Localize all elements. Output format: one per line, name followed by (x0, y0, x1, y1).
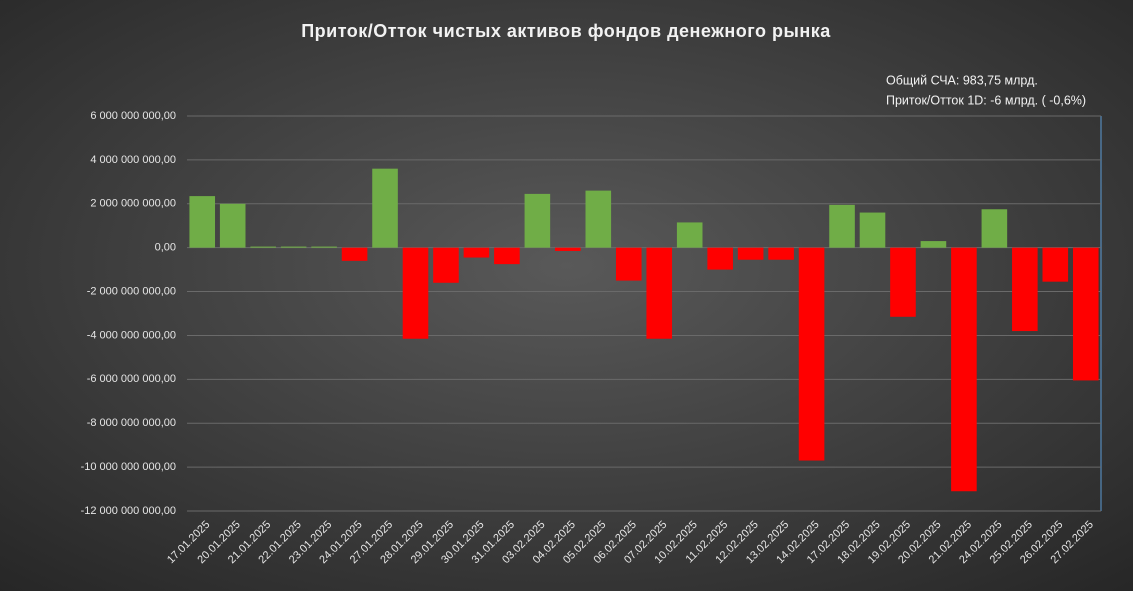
bar (555, 247, 581, 251)
bar (219, 203, 246, 248)
bar (676, 222, 703, 248)
bar (829, 204, 855, 248)
bar (311, 246, 337, 248)
bar (189, 196, 216, 248)
bar (859, 212, 886, 248)
y-tick-label: -8 000 000 000,00 (87, 417, 176, 429)
y-tick-label: 0,00 (155, 242, 176, 254)
annotation: Приток/Отток 1D: -6 млрд. ( -0,6%) (886, 93, 1086, 107)
y-tick-label: -6 000 000 000,00 (87, 373, 176, 385)
bar (646, 247, 673, 339)
bar (250, 246, 276, 248)
bar (615, 247, 642, 281)
y-tick-label: -12 000 000 000,00 (81, 505, 176, 517)
bar (463, 247, 490, 258)
bar (981, 209, 1008, 248)
bar (890, 247, 916, 317)
bar (798, 247, 825, 461)
annotation: Общий СЧА: 983,75 млрд. (886, 73, 1038, 87)
bar (524, 193, 551, 248)
bar (768, 247, 794, 260)
chart-title: Приток/Отток чистых активов фондов денеж… (301, 21, 831, 41)
bar (707, 247, 733, 270)
bar (1072, 247, 1099, 381)
bar (585, 190, 612, 248)
y-tick-label: -10 000 000 000,00 (81, 461, 176, 473)
y-tick-label: 6 000 000 000,00 (90, 110, 176, 122)
bar (433, 247, 459, 283)
bar (1012, 247, 1038, 332)
bar (402, 247, 429, 339)
bar (951, 247, 977, 492)
bar (494, 247, 520, 265)
y-tick-label: 2 000 000 000,00 (90, 198, 176, 210)
bar (280, 246, 307, 248)
bar (920, 241, 947, 248)
y-tick-label: -4 000 000 000,00 (87, 329, 176, 341)
bar (1042, 247, 1069, 282)
bar (737, 247, 764, 260)
y-tick-label: 4 000 000 000,00 (90, 154, 176, 166)
y-tick-label: -2 000 000 000,00 (87, 285, 176, 297)
bar (341, 247, 368, 261)
bar (372, 168, 398, 248)
